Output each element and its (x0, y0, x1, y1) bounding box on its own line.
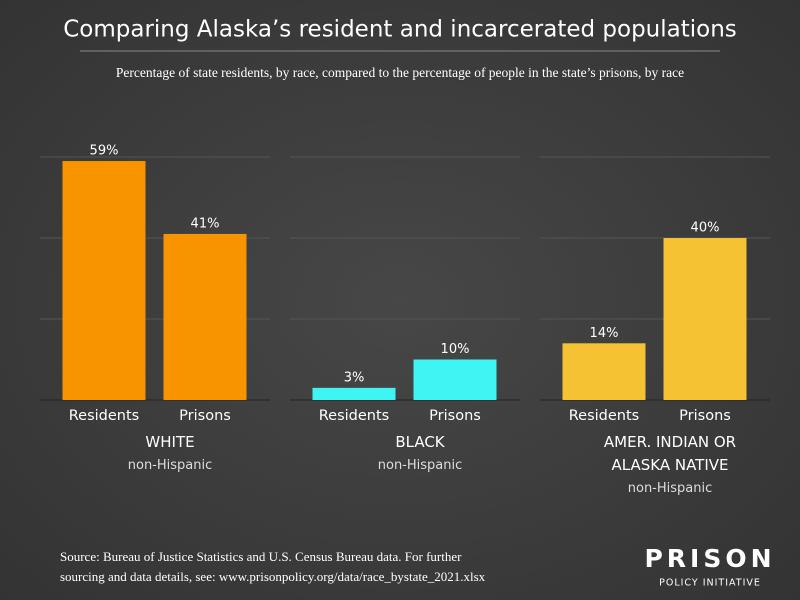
group-sublabel: non-Hispanic (627, 481, 713, 496)
logo-name: PRISON (644, 544, 775, 573)
logo-tagline: POLICY INITIATIVE (659, 578, 761, 589)
x-tick-label: Prisons (429, 408, 481, 424)
chart-title: Comparing Alaska’s resident and incarcer… (63, 17, 737, 43)
bar (663, 238, 747, 400)
value-label: 3% (344, 370, 365, 385)
group-label: AMER. INDIAN OR ALASKA NATIVE (603, 433, 737, 474)
x-tick-label: Residents (569, 408, 639, 424)
x-tick-label: Residents (69, 408, 139, 424)
value-label: 40% (691, 221, 720, 236)
bar (163, 233, 247, 400)
value-label: 14% (590, 326, 619, 341)
x-tick-label: Prisons (679, 408, 731, 424)
bar (413, 359, 497, 400)
source: Source: Bureau of Justice Statistics and… (60, 549, 462, 564)
x-tick-label: Prisons (179, 408, 231, 424)
group-label: WHITE (145, 433, 195, 451)
value-label: 10% (441, 342, 470, 357)
value-label: 59% (90, 144, 119, 159)
source: sourcing and data details, see: www.pris… (60, 569, 486, 584)
bar (562, 343, 646, 400)
bar (62, 161, 146, 400)
subtitle: Percentage of state residents, by race, … (116, 65, 684, 80)
group-sublabel: non-Hispanic (127, 458, 213, 473)
value-label: 41% (191, 216, 220, 231)
x-tick-label: Residents (319, 408, 389, 424)
bar (312, 387, 396, 400)
group-label: BLACK (395, 433, 445, 451)
group-sublabel: non-Hispanic (377, 458, 463, 473)
